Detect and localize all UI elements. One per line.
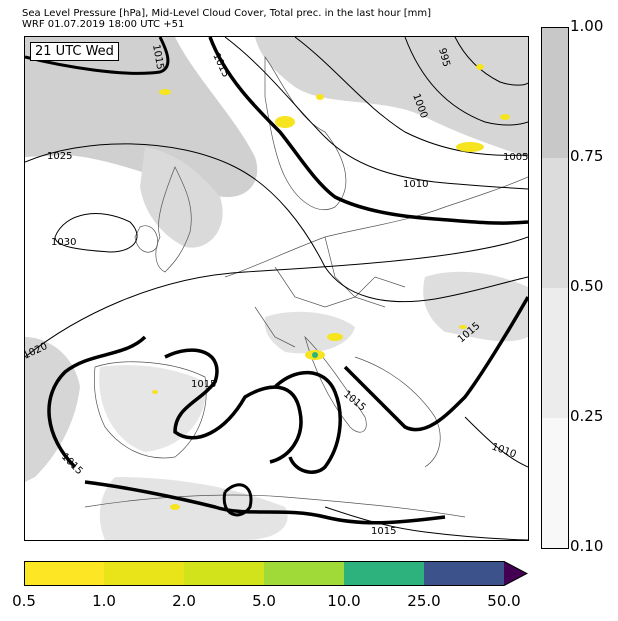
coast-iberia	[93, 361, 207, 459]
isobar-label: 1005	[503, 152, 528, 163]
isobar-label: 995	[436, 47, 452, 68]
weather-map: 1015 1015 995 1000 1005 1010 1025 1030 1…	[24, 36, 529, 541]
prec-tick-label: 10.0	[327, 592, 361, 610]
isobar-label: 1025	[47, 151, 72, 162]
isobar-1015-med	[273, 370, 342, 474]
precip-cell-baltic	[456, 142, 484, 152]
isobar-995	[454, 37, 528, 86]
isobar-1015-africa	[84, 480, 446, 525]
isobar-1020	[25, 236, 528, 358]
precip-cell-russia	[476, 64, 484, 70]
precip-cell-balkan	[459, 325, 467, 329]
precip-cell-denmark	[316, 94, 324, 100]
cloud-bar-segment	[542, 418, 568, 548]
isobar-1015-thick-wnw	[25, 37, 170, 75]
isobar-layer	[25, 37, 528, 540]
coast-balkans	[354, 356, 441, 468]
coast-ireland	[134, 225, 158, 253]
precip-cell-africa	[170, 504, 180, 510]
cloud-tick-label: 0.50	[570, 277, 604, 295]
isobar-1000	[404, 37, 528, 126]
prec-bar-segment	[24, 561, 104, 586]
precip-cell-iberia	[152, 390, 158, 394]
precip-cell-north	[275, 116, 295, 128]
isobar-label: 1015	[150, 44, 165, 71]
prec-tick-label: 2.0	[172, 592, 196, 610]
forecast-time-label: 21 UTC Wed	[30, 42, 119, 61]
isobar-label: 1015	[191, 379, 216, 390]
cloud-tick-label: 0.75	[570, 147, 604, 165]
cloud-area-alps	[264, 311, 355, 354]
isobar-label: 1015	[371, 526, 396, 537]
isobar-1010-north	[224, 37, 528, 190]
prec-tick-label: 0.5	[12, 592, 36, 610]
model-run-subtitle: WRF 01.07.2019 18:00 UTC +51	[22, 19, 185, 30]
coast-britain	[155, 166, 192, 273]
isobar-1010-loop	[222, 483, 253, 517]
cloud-area-atlantic	[25, 337, 80, 482]
coast-borders-3	[254, 306, 296, 348]
isobar-1015-thick-north	[208, 37, 528, 225]
prec-bar-segment	[344, 561, 424, 586]
precip-cell-east	[500, 114, 510, 120]
isobar-1015-iberia	[164, 348, 303, 464]
map-title: Sea Level Pressure [hPa], Mid-Level Clou…	[22, 8, 432, 19]
cloud-area-scandinavia	[140, 147, 223, 248]
cloud-bar-segment	[542, 288, 568, 418]
isobar-label: 1015	[210, 52, 231, 80]
precip-cell-alps	[327, 333, 343, 341]
cloud-tick-label: 1.00	[570, 17, 604, 35]
prec-tick-label: 1.0	[92, 592, 116, 610]
isobar-label: 1010	[490, 441, 518, 460]
isobar-label: 1015	[341, 389, 368, 414]
coast-northafrica	[84, 494, 466, 518]
coast-borders-2	[324, 236, 406, 298]
precip-cell-northsea	[159, 89, 171, 95]
cloud-area-northwest	[25, 37, 258, 198]
cloud-area-northeast	[255, 37, 528, 157]
cloud-area-northafrica	[99, 477, 288, 540]
isobar-label: 1015	[59, 451, 85, 477]
map-canvas: 1015 1015 995 1000 1005 1010 1025 1030 1…	[25, 37, 528, 540]
cloud-bar-segment	[542, 158, 568, 288]
isobar-1010-se	[464, 416, 528, 468]
isobar-1015-balkans	[343, 296, 528, 432]
coast-continent	[224, 176, 528, 278]
prec-tick-label: 25.0	[407, 592, 441, 610]
cloud-bar-segment	[542, 28, 568, 158]
cloud-tick-label: 0.25	[570, 407, 604, 425]
cloud-area-iberia	[99, 365, 206, 452]
coast-borders-1	[274, 266, 386, 308]
prec-tick-label: 5.0	[252, 592, 276, 610]
prec-bar-segment	[424, 561, 504, 586]
precip-cell-alps-core	[312, 352, 318, 358]
prec-tick-label: 50.0	[487, 592, 521, 610]
prec-bar-segment	[184, 561, 264, 586]
prec-bar-extend-arrow	[504, 561, 527, 586]
isobar-1005	[294, 37, 528, 156]
prec-bar-segment	[264, 561, 344, 586]
isobar-label: 1030	[51, 237, 76, 248]
precipitation-layer	[152, 64, 510, 510]
cloud-cover-layer	[25, 37, 528, 540]
isobar-1025	[25, 143, 528, 303]
precipitation-colorbar	[24, 561, 528, 586]
prec-bar-outline	[24, 561, 528, 586]
prec-bar-segment	[104, 561, 184, 586]
isobar-1015-south	[324, 506, 528, 540]
isobar-1030	[54, 213, 138, 253]
cloud-cover-colorbar	[541, 27, 569, 549]
coast-italy	[304, 335, 367, 433]
coastline-layer	[84, 55, 528, 518]
cloud-area-balkans	[423, 271, 528, 342]
isobar-label: 1010	[403, 179, 428, 190]
isobar-1015-west	[47, 335, 147, 469]
cloud-tick-label: 0.10	[570, 537, 604, 555]
